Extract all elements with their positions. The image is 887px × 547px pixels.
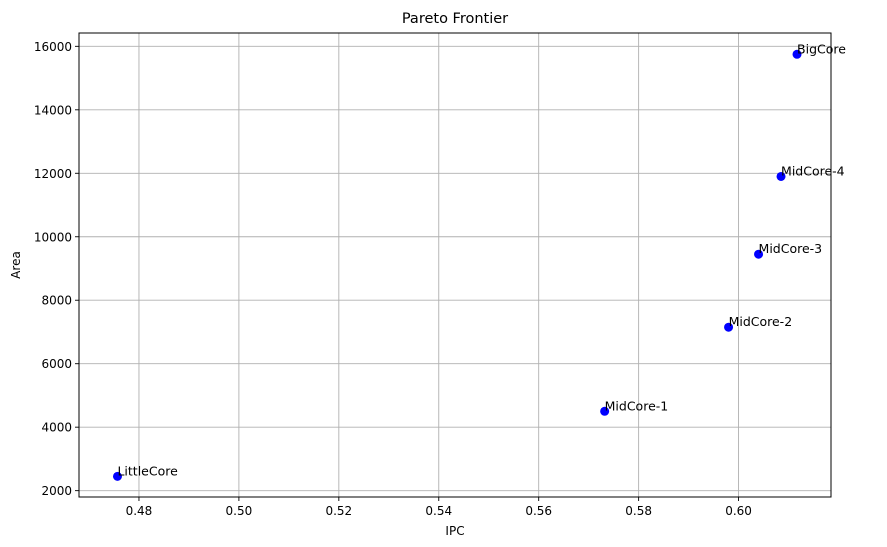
- point-label: MidCore-2: [729, 314, 793, 329]
- x-tick-label: 0.50: [226, 504, 253, 518]
- point-label: MidCore-3: [759, 241, 823, 256]
- y-tick-label: 10000: [34, 230, 72, 244]
- x-tick-label: 0.56: [525, 504, 552, 518]
- data-point: [792, 49, 802, 59]
- data-points: [112, 49, 802, 481]
- point-label: LittleCore: [117, 463, 178, 478]
- x-tick-label: 0.58: [625, 504, 652, 518]
- x-tick-label: 0.54: [425, 504, 452, 518]
- data-point: [754, 249, 764, 259]
- y-tick-label: 6000: [41, 357, 72, 371]
- x-axis-label: IPC: [445, 524, 464, 538]
- point-labels: LittleCore MidCore-1 MidCore-2 MidCore-3 Mid…: [117, 41, 846, 478]
- data-point: [776, 171, 786, 181]
- x-tick-label: 0.52: [325, 504, 352, 518]
- y-tick-label: 8000: [41, 294, 72, 308]
- x-tick-label: 0.60: [725, 504, 752, 518]
- y-tick-label: 14000: [34, 103, 72, 117]
- point-label: MidCore-4: [781, 163, 845, 178]
- data-point: [724, 322, 734, 332]
- y-axis-ticks: 2000 4000 6000 8000 10000 12000 14000 16000: [34, 40, 79, 498]
- data-point: [112, 471, 122, 481]
- y-tick-label: 16000: [34, 40, 72, 54]
- y-axis-label: Area: [9, 251, 23, 279]
- x-tick-label: 0.48: [126, 504, 153, 518]
- point-label: MidCore-1: [605, 398, 669, 413]
- chart-title: Pareto Frontier: [402, 11, 508, 27]
- plot-frame: [78, 32, 832, 498]
- y-tick-label: 2000: [41, 484, 72, 498]
- y-tick-label: 4000: [41, 421, 72, 435]
- y-tick-label: 12000: [34, 167, 72, 181]
- data-point: [600, 406, 610, 416]
- grid-lines: [79, 33, 831, 497]
- x-axis-ticks: 0.48 0.50 0.52 0.54 0.56 0.58 0.60: [126, 497, 752, 518]
- point-label: BigCore: [797, 41, 846, 56]
